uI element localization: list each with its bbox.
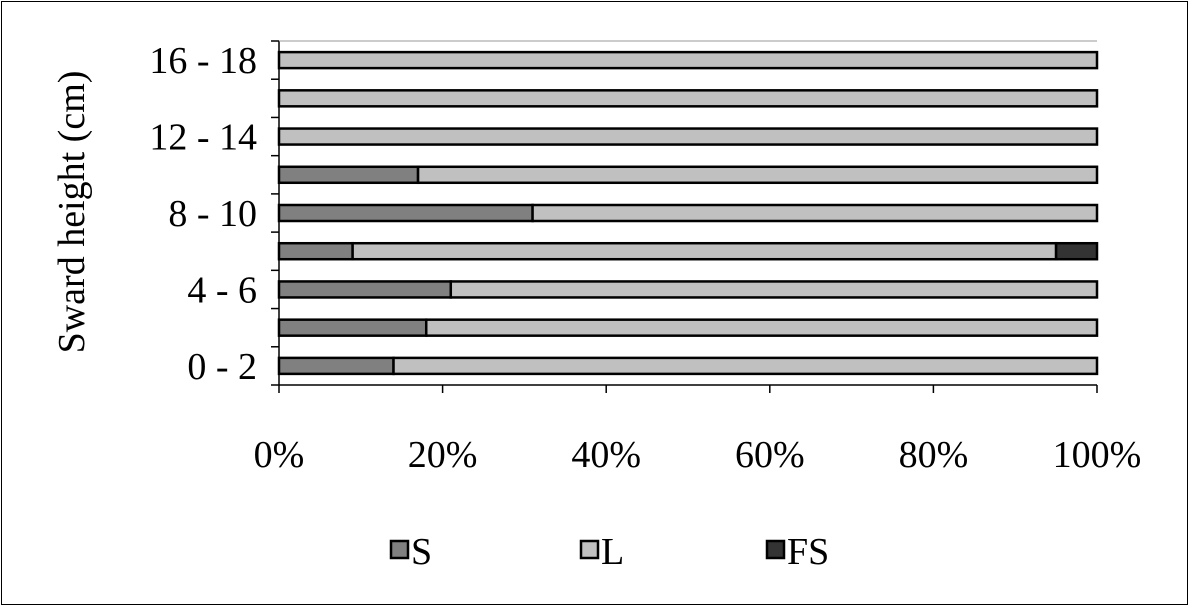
y-tick-label: 4 - 6 xyxy=(187,269,257,311)
x-tick-label: 100% xyxy=(1053,434,1142,476)
bar-s-2 xyxy=(277,280,453,299)
bar-l-0 xyxy=(392,356,1099,376)
bar-s-1 xyxy=(277,318,428,337)
y-tick-label: 8 - 10 xyxy=(168,193,257,235)
x-tick-label: 60% xyxy=(735,434,805,476)
bar-l-3 xyxy=(351,241,1058,261)
legend-label-s: S xyxy=(411,531,432,573)
legend-label-fs: FS xyxy=(787,531,829,573)
bar-l-1 xyxy=(424,318,1099,337)
x-tick-label: 40% xyxy=(571,434,641,476)
bar-l-7 xyxy=(277,89,1099,108)
bar-s-5 xyxy=(277,165,420,185)
bar-l-6 xyxy=(277,127,1099,146)
bar-s-4 xyxy=(277,203,534,223)
y-tick-label: 12 - 14 xyxy=(149,117,257,159)
legend-swatch-s xyxy=(389,539,410,560)
x-tick-label: 20% xyxy=(408,434,478,476)
y-axis-title: Sward height (cm) xyxy=(51,71,93,354)
bar-s-3 xyxy=(277,241,354,261)
y-tick-label: 16 - 18 xyxy=(149,40,257,82)
bar-l-4 xyxy=(531,203,1099,223)
bar-s-0 xyxy=(277,356,395,376)
bar-l-5 xyxy=(416,165,1099,185)
legend-swatch-fs xyxy=(765,539,786,560)
y-tick-label: 0 - 2 xyxy=(187,346,257,388)
legend-swatch-l xyxy=(579,539,600,560)
x-tick-label: 0% xyxy=(254,434,305,476)
bar-l-2 xyxy=(449,280,1099,299)
bar-fs-3 xyxy=(1054,241,1099,261)
legend-label-l: L xyxy=(601,531,624,573)
bar-l-8 xyxy=(277,50,1099,70)
x-tick-label: 80% xyxy=(899,434,969,476)
